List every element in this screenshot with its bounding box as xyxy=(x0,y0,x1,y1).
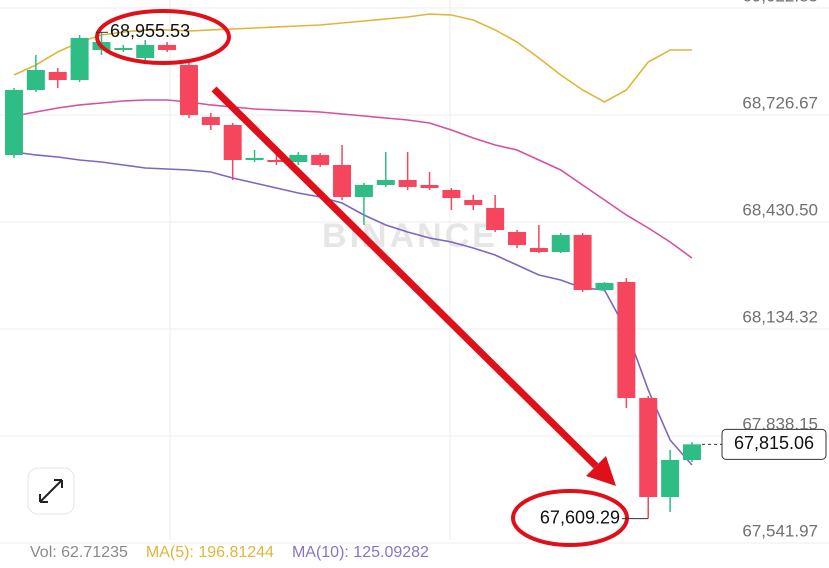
y-tick-label: 68,134.32 xyxy=(742,307,818,326)
candle-body xyxy=(354,185,373,197)
indicator-line xyxy=(13,151,693,466)
under-layer: 69,022.85 68,726.67 68,430.50 68,134.32 67,8… xyxy=(0,0,829,544)
candle-body xyxy=(333,164,352,197)
y-tick-label: 69,022.85 xyxy=(742,0,818,5)
candle-body xyxy=(267,160,286,162)
plot-layer xyxy=(5,13,701,519)
candle-body xyxy=(420,185,439,189)
high-marker-label: 68,955.53 xyxy=(110,21,190,41)
candle-body xyxy=(442,189,461,199)
candle-body xyxy=(551,235,570,253)
y-tick-label: 67,838.15 xyxy=(742,414,818,433)
candle-body xyxy=(70,38,89,81)
volume-legend-item: Vol: 62.71235 xyxy=(30,544,128,561)
candle-body xyxy=(508,232,527,246)
highlight-circle xyxy=(95,9,231,65)
candle-body xyxy=(26,70,45,90)
volume-legend-item: MA(10): 125.09282 xyxy=(292,544,429,561)
candle-body xyxy=(223,124,242,161)
indicator-line xyxy=(13,99,693,259)
low-marker-label: 67,609.29 xyxy=(540,507,620,527)
arrow-head xyxy=(586,456,616,486)
expand-button[interactable] xyxy=(27,467,75,515)
candle-body xyxy=(661,460,680,497)
highlight-circle xyxy=(511,489,629,547)
candle-body xyxy=(311,155,330,165)
expand-icon[interactable] xyxy=(39,479,63,503)
candle-body xyxy=(158,45,177,50)
y-tick-label: 68,430.50 xyxy=(742,200,818,219)
last-price-box xyxy=(721,428,827,460)
candle-body xyxy=(639,398,658,497)
last-price-label: 67,815.06 xyxy=(734,433,814,453)
candle-body xyxy=(114,48,133,50)
candle-body xyxy=(289,155,308,162)
candle-body xyxy=(398,180,417,187)
y-tick-label: 68,726.67 xyxy=(742,93,818,112)
volume-legend-item: MA(5): 196.81244 xyxy=(146,544,274,561)
candle-body xyxy=(529,248,548,253)
candle-body xyxy=(179,64,198,115)
candle-body xyxy=(201,117,220,125)
annotation-layer: 68,955.53 67,609.29 67,815.06 Vol: 62.71235… xyxy=(30,9,827,561)
candle-body xyxy=(573,235,592,290)
y-tick-label: 67,541.97 xyxy=(742,521,818,540)
candle-body xyxy=(376,180,395,186)
candle-body xyxy=(464,199,483,206)
candle-body xyxy=(48,71,67,81)
candle-body xyxy=(595,283,614,290)
candle-body xyxy=(245,158,264,161)
candle-body xyxy=(682,444,701,461)
candle-body xyxy=(617,282,636,399)
candle-body xyxy=(486,208,505,231)
trend-arrow xyxy=(211,86,599,469)
candle-body xyxy=(5,89,23,156)
candle-body xyxy=(136,45,155,59)
indicator-line xyxy=(13,13,692,103)
